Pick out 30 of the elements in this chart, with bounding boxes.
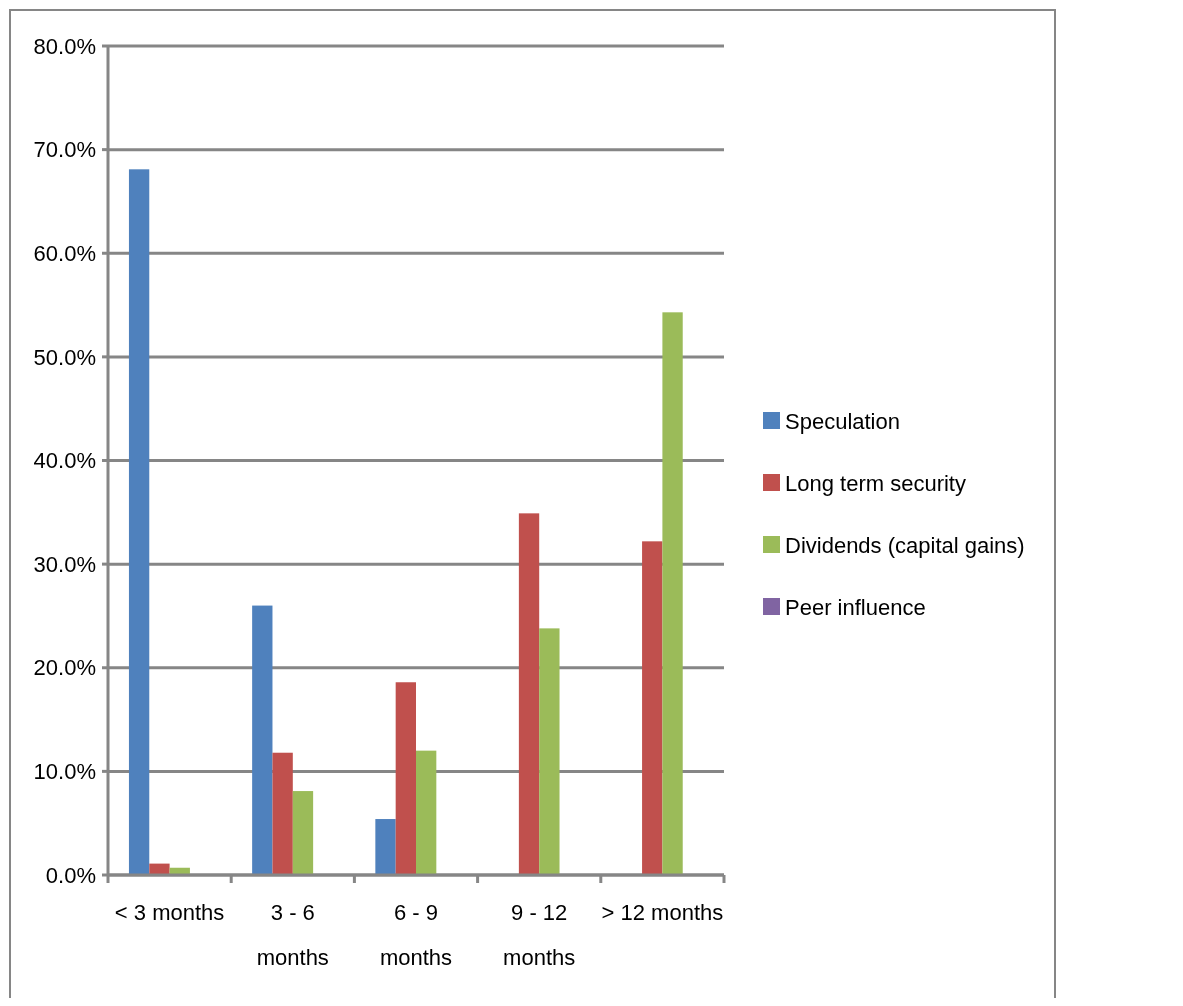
y-tick-label: 40.0% — [33, 448, 96, 474]
y-tick-label: 0.0% — [45, 862, 96, 888]
x-tick-label: < 3 months — [114, 900, 225, 925]
y-tick-label: 60.0% — [33, 240, 96, 266]
legend-label: Speculation — [785, 408, 900, 434]
y-tick-label: 50.0% — [33, 344, 96, 370]
bar — [642, 541, 663, 875]
bar — [292, 791, 314, 875]
y-tick-label: 80.0% — [33, 33, 96, 59]
legend-label: Dividends (capital gains) — [785, 532, 1025, 558]
bar — [395, 682, 416, 875]
y-tick-label: 10.0% — [33, 759, 96, 785]
y-tick-label: 30.0% — [33, 551, 96, 577]
bar — [518, 513, 540, 875]
bar — [252, 605, 273, 875]
bar — [272, 752, 293, 875]
x-tick-label: 3 - 6 months — [256, 900, 329, 970]
bar — [128, 169, 150, 875]
bar — [539, 628, 560, 875]
y-tick-label: 20.0% — [33, 655, 96, 681]
bar — [662, 312, 683, 875]
x-tick-label: > 12 months — [601, 900, 724, 925]
x-tick-label: 9 - 12 months — [503, 900, 576, 970]
y-tick-label: 70.0% — [33, 137, 96, 163]
x-tick-label: 6 - 9 months — [379, 900, 453, 970]
bar — [416, 750, 437, 875]
bar — [149, 863, 170, 875]
legend-label: Long term security — [785, 470, 966, 496]
legend-label: Peer influence — [785, 594, 926, 620]
bar — [375, 819, 396, 875]
